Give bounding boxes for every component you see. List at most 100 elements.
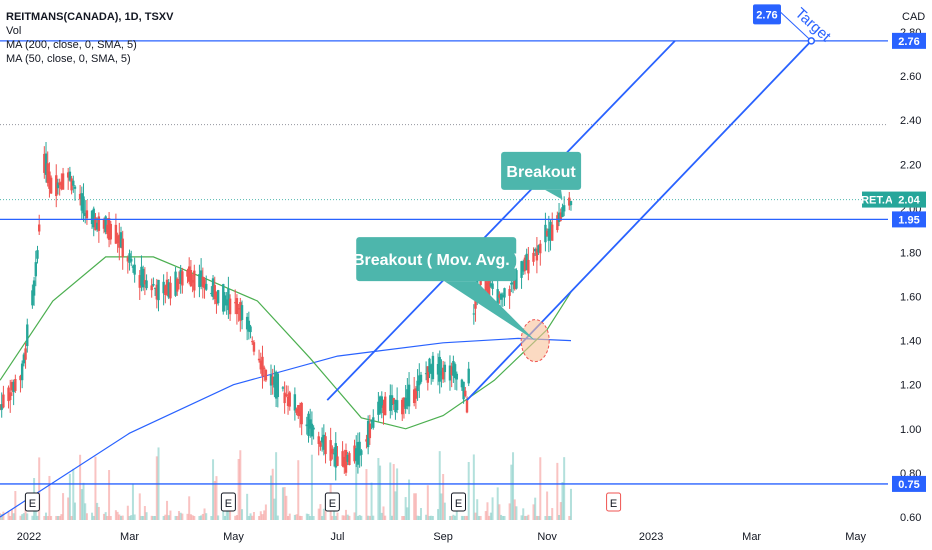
level-price-tag xyxy=(892,211,926,228)
target-point xyxy=(807,37,816,45)
legend-ma50[interactable]: MA (50, close, 0, SMA, 5) xyxy=(6,53,131,65)
volume-bar xyxy=(443,502,446,520)
candle-body xyxy=(155,284,159,300)
volume-bar xyxy=(217,515,220,520)
candle-body xyxy=(309,419,312,429)
volume-bar xyxy=(520,515,523,520)
volume-bar xyxy=(479,515,482,520)
candle-body xyxy=(174,271,177,296)
volume-bar xyxy=(114,510,117,520)
volume-bar xyxy=(569,488,572,520)
volume-bar xyxy=(79,454,82,520)
volume-bar xyxy=(348,515,351,520)
volume-bar xyxy=(467,462,470,520)
candle-body xyxy=(320,437,324,443)
volume-bar xyxy=(9,515,12,520)
time-tick-label: Nov xyxy=(537,531,557,543)
price-tick-label: 1.00 xyxy=(900,424,921,436)
volume-bar xyxy=(358,514,361,520)
legend-symbol[interactable]: REITMANS(CANADA), 1D, TSXV xyxy=(6,11,174,23)
candle-body xyxy=(186,270,189,277)
candle-body xyxy=(227,288,230,311)
volume-bar xyxy=(295,514,298,520)
volume-bar xyxy=(309,515,312,520)
earnings-marker-label: E xyxy=(329,498,336,510)
legend-volume[interactable]: Vol xyxy=(6,25,22,37)
volume-bar xyxy=(104,512,107,520)
volume-bar xyxy=(14,491,17,520)
volume-bar xyxy=(45,512,48,520)
volume-bar xyxy=(121,515,124,520)
volume-bar xyxy=(486,502,489,520)
volume-bar xyxy=(120,515,123,520)
candle-body xyxy=(271,376,274,385)
candle-body xyxy=(295,409,298,413)
horizontal-levels[interactable] xyxy=(0,40,888,485)
volume-bar xyxy=(501,516,504,520)
price-tick-label: 0.60 xyxy=(900,512,921,524)
volume-bar xyxy=(24,503,27,520)
candle-body xyxy=(298,411,302,417)
candle-body xyxy=(165,279,169,295)
candle-body xyxy=(189,270,193,287)
candle-body xyxy=(310,423,314,437)
volume-bar xyxy=(360,515,363,520)
candle-body xyxy=(455,373,458,380)
candle-body xyxy=(332,453,336,455)
candle-body xyxy=(2,394,5,408)
volume-bar xyxy=(466,515,469,520)
volume-bar xyxy=(551,508,554,520)
time-tick-label: 2023 xyxy=(639,531,663,543)
candle-body xyxy=(344,450,348,473)
volume-bar xyxy=(92,515,95,520)
earnings-marker xyxy=(606,492,622,512)
volume-bar xyxy=(512,452,515,520)
candle-body xyxy=(569,201,573,206)
volume-bar xyxy=(67,497,70,520)
candle-body xyxy=(430,364,433,374)
level-price-tag xyxy=(892,32,926,49)
candle-body xyxy=(501,294,505,298)
volume-bar xyxy=(472,454,475,520)
candle-body xyxy=(348,453,351,466)
volume-bar xyxy=(503,515,506,520)
volume-bar xyxy=(73,502,76,520)
volume-bar xyxy=(355,451,358,520)
candle-body xyxy=(515,270,518,289)
candle-body xyxy=(276,373,280,398)
candle-body xyxy=(383,396,387,416)
volume-bar xyxy=(396,468,399,520)
volume-bar xyxy=(312,516,315,520)
candle-body xyxy=(85,210,89,219)
candle-body xyxy=(520,261,523,278)
candle-body xyxy=(406,389,409,407)
candle-body xyxy=(559,212,562,221)
legend-ma200[interactable]: MA (200, close, 0, SMA, 5) xyxy=(6,39,137,51)
candle-body xyxy=(431,355,435,380)
volume-bar xyxy=(344,509,347,520)
volume-bar xyxy=(476,499,479,520)
last-price-tag-text: 2.04 xyxy=(898,195,920,207)
candle-body xyxy=(187,266,191,282)
candle-body xyxy=(452,360,455,376)
volume-bar xyxy=(534,497,537,520)
volume-bar xyxy=(189,514,192,520)
candle-body xyxy=(424,373,428,375)
candle-body xyxy=(143,280,147,285)
volume-bar xyxy=(508,503,511,520)
volume-bar xyxy=(307,513,310,520)
volume-bar xyxy=(97,506,100,520)
candle-body xyxy=(331,448,334,454)
volume-bar xyxy=(331,515,334,520)
volume-bar xyxy=(2,511,5,520)
candle-body xyxy=(70,178,73,191)
volume-bar xyxy=(549,515,552,520)
volume-bar xyxy=(394,491,397,520)
candle-body xyxy=(235,298,239,315)
candle-body xyxy=(55,175,58,197)
volume-bar xyxy=(176,515,179,520)
volume-bar xyxy=(384,515,387,520)
volume-bar xyxy=(287,516,290,520)
